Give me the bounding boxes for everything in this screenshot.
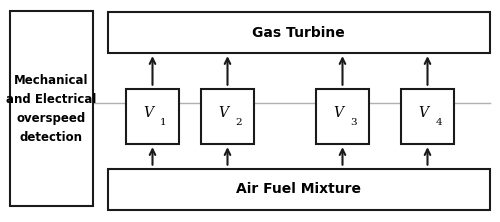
Text: V: V [218, 106, 228, 120]
Text: 1: 1 [160, 118, 167, 127]
Bar [126, 89, 179, 144]
Bar [401, 89, 454, 144]
Bar [108, 12, 490, 53]
Text: 4: 4 [435, 118, 442, 127]
Text: Mechanical
and Electrical
overspeed
detection: Mechanical and Electrical overspeed dete… [6, 74, 96, 144]
Text: Air Fuel Mixture: Air Fuel Mixture [236, 182, 361, 196]
Text: V: V [334, 106, 344, 120]
Bar [201, 89, 254, 144]
Bar [108, 169, 490, 210]
Bar [316, 89, 369, 144]
Bar [10, 11, 92, 206]
Text: V: V [418, 106, 428, 120]
Text: 2: 2 [235, 118, 242, 127]
Text: 3: 3 [350, 118, 357, 127]
Text: Gas Turbine: Gas Turbine [252, 26, 345, 40]
Text: V: V [144, 106, 154, 120]
